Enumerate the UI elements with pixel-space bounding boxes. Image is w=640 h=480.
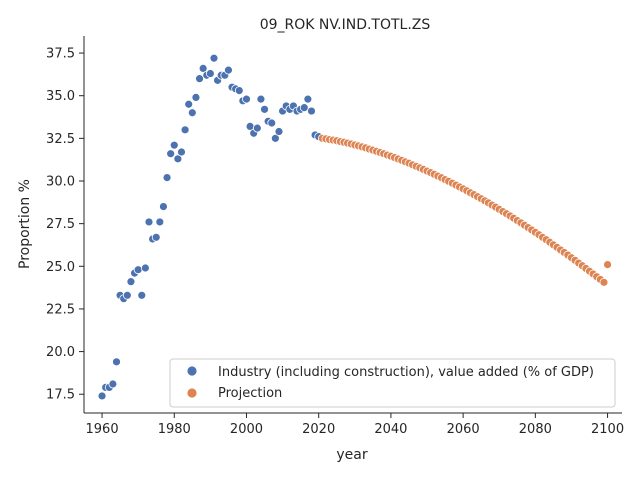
industry-data-point (159, 202, 168, 211)
x-tick-label: 2040 (374, 422, 407, 437)
x-tick-label: 1980 (158, 422, 191, 437)
axes (83, 36, 622, 414)
industry-data-point (260, 104, 269, 114)
industry-data-point (187, 108, 197, 118)
industry-data-point (155, 217, 165, 227)
x-axis-title: year (336, 447, 367, 463)
y-tick-label: 35.0 (46, 89, 75, 104)
industry-data-point (198, 64, 208, 73)
industry-data-point (126, 277, 136, 287)
x-tick-label: 2060 (447, 422, 480, 437)
projection-data-point (599, 277, 609, 287)
industry-data-point (162, 173, 172, 182)
industry-data-point (234, 86, 244, 95)
industry-data-point (267, 118, 277, 128)
industry-data-point (224, 65, 233, 75)
legend-frame (169, 358, 616, 408)
y-tick-label: 27.5 (46, 217, 75, 232)
y-tick-label: 22.5 (46, 302, 75, 317)
x-tick-label: 2000 (230, 422, 263, 437)
industry-data-point (303, 94, 313, 104)
industry-data-point (151, 232, 161, 242)
industry-data-point (195, 74, 204, 84)
legend-marker-projection (186, 387, 198, 399)
industry-data-point (137, 290, 147, 300)
y-tick-label: 25.0 (46, 260, 75, 275)
x-tick-label: 1960 (86, 422, 119, 437)
legend-label-industry: Industry (including construction), value… (218, 365, 594, 380)
x-tick-label: 2020 (302, 422, 335, 437)
industry-data-point (166, 149, 176, 159)
industry-data-point (140, 263, 150, 273)
y-tick-label: 17.5 (46, 388, 75, 403)
industry-data-point (122, 290, 132, 300)
y-axis-title: Proportion % (17, 179, 33, 269)
y-tick-label: 37.5 (46, 47, 75, 62)
chart-title: 09_ROK NV.IND.TOTL.ZS (260, 17, 431, 33)
industry-data-point (256, 94, 266, 104)
industry-data-point (205, 69, 215, 78)
industry-data-point (270, 133, 280, 143)
legend-label-projection: Projection (218, 386, 282, 401)
x-tick-label: 2100 (591, 422, 624, 437)
y-tick-label: 30.0 (46, 175, 75, 190)
legend: Industry (including construction), value… (169, 358, 616, 408)
industry-data-point (97, 391, 107, 401)
industry-data-point (177, 147, 186, 157)
axis-ticks: 1960 1980 2000 2020 2040 2060 2080 2100 17.5 20.0… (46, 47, 624, 437)
industry-data-point (180, 125, 190, 135)
industry-data-point (307, 106, 316, 116)
industry-data-point (274, 127, 284, 136)
industry-data-point (299, 103, 309, 113)
series-industry (97, 53, 324, 401)
industry-data-point (191, 93, 201, 102)
series-projection (317, 133, 612, 287)
industry-data-point (252, 123, 262, 133)
data-points (97, 53, 612, 401)
y-tick-label: 32.5 (46, 132, 75, 147)
industry-data-point (173, 154, 183, 164)
industry-data-point (242, 94, 251, 104)
x-tick-label: 2080 (519, 422, 552, 437)
legend-marker-industry (186, 365, 198, 377)
industry-data-point (112, 357, 121, 367)
industry-data-point (169, 140, 179, 150)
projection-data-point (603, 260, 612, 269)
industry-data-point (133, 265, 143, 275)
industry-data-point (144, 217, 154, 227)
y-tick-label: 20.0 (46, 345, 75, 360)
industry-data-point (184, 99, 194, 109)
industry-data-point (108, 379, 118, 389)
industry-data-point (209, 53, 219, 63)
